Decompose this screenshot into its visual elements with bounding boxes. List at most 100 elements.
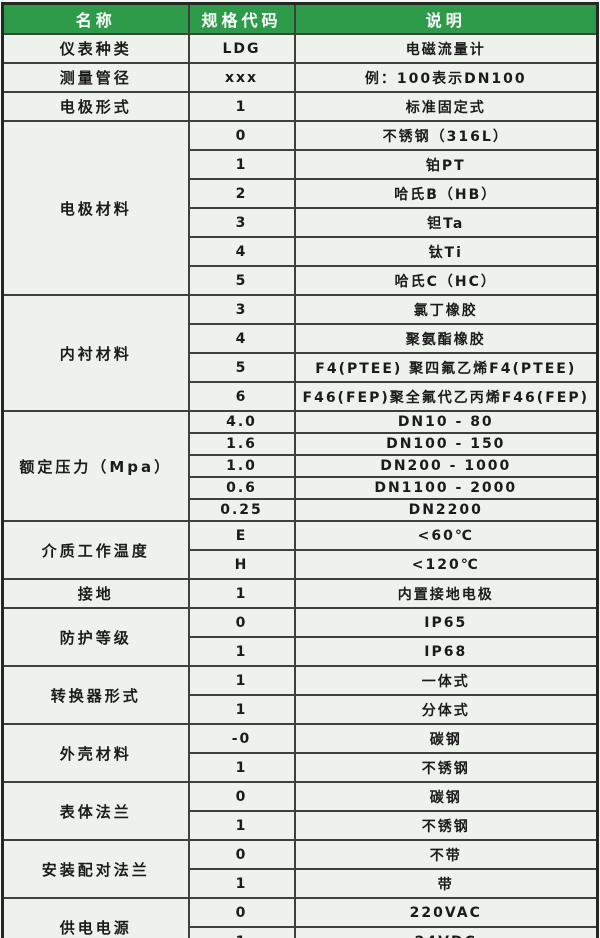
header-cell-code: 规格代码 (187, 2, 296, 35)
table-row: 内衬材料 3 氯丁橡胶 (1, 294, 599, 412)
section-name-cell: 测量管径 (1, 62, 190, 93)
code-cell: 2 (187, 178, 296, 209)
code-cell: 1 (187, 636, 296, 667)
table-row: 1 不锈钢 (3, 810, 599, 841)
code-cell: 4.0 (187, 410, 296, 434)
section-name-cell: 内衬材料 (1, 294, 190, 412)
desc-cell: F4(PTEE) 聚四氟乙烯F4(PTEE) (293, 352, 599, 383)
section-name-cell: 仪表种类 (1, 33, 190, 64)
section-name-cell: 电极形式 (1, 91, 190, 122)
desc-cell: 不锈钢 (293, 810, 599, 841)
desc-cell: 分体式 (293, 694, 599, 725)
code-cell: xxx (187, 62, 296, 93)
table-row: 测量管径 xxx 例：100表示DN100 (1, 62, 599, 93)
code-cell: 0.25 (187, 498, 296, 522)
table-row: 3 钽Ta (3, 207, 599, 238)
desc-cell: DN10 - 80 (293, 410, 599, 434)
table-row: 供电电源 0 220VAC (1, 897, 599, 938)
table-row: 介质工作温度 E <60℃ (1, 520, 599, 580)
table-row: 1.0 DN200 - 1000 (3, 454, 599, 478)
code-cell: 1 (187, 665, 296, 696)
desc-cell: 钛Ti (293, 236, 599, 267)
code-cell: 5 (187, 352, 296, 383)
section-name-cell: 安装配对法兰 (1, 839, 190, 899)
desc-cell: 不锈钢（316L） (293, 120, 599, 151)
table-row: 5 F4(PTEE) 聚四氟乙烯F4(PTEE) (3, 352, 599, 383)
desc-cell: DN100 - 150 (293, 432, 599, 456)
desc-cell: 标准固定式 (293, 91, 599, 122)
desc-cell: 电磁流量计 (293, 33, 599, 64)
section-name-cell: 额定压力（Mpa） (1, 410, 190, 522)
code-cell: 4 (187, 236, 296, 267)
desc-cell: F46(FEP)聚全氟代乙丙烯F46(FEP) (293, 381, 599, 412)
table-row: 5 哈氏C（HC） (3, 265, 599, 296)
section-name-cell: 供电电源 (1, 897, 190, 938)
table-row: 0.6 DN1100 - 2000 (3, 476, 599, 500)
desc-cell: 不带 (293, 839, 599, 870)
table-row: H <120℃ (3, 549, 599, 580)
section-name-cell: 接地 (1, 578, 190, 609)
table-row: 1.6 DN100 - 150 (3, 432, 599, 456)
table-row: 外壳材料 -0 碳钢 (1, 723, 599, 783)
code-cell: 3 (187, 294, 296, 325)
code-cell: 0.6 (187, 476, 296, 500)
table-row: 1 带 (3, 868, 599, 899)
code-cell: E (187, 520, 296, 551)
table-row: 1 IP68 (3, 636, 599, 667)
table-row: 2 哈氏B（HB） (3, 178, 599, 209)
desc-cell: 氯丁橡胶 (293, 294, 599, 325)
code-cell: 1 (187, 149, 296, 180)
table-row: 防护等级 0 IP65 (1, 607, 599, 667)
code-cell: 6 (187, 381, 296, 412)
table-row: 0.25 DN2200 (3, 498, 599, 522)
code-cell: 1 (187, 91, 296, 122)
table-row: 4 聚氨酯橡胶 (3, 323, 599, 354)
code-cell: 1 (187, 694, 296, 725)
code-cell: 1 (187, 926, 296, 938)
code-cell: 1 (187, 810, 296, 841)
section-name-cell: 外壳材料 (1, 723, 190, 783)
table-row: 电极材料 0 不锈钢（316L） (1, 120, 599, 296)
header-cell-desc: 说明 (293, 2, 599, 35)
code-cell: 1.6 (187, 432, 296, 456)
desc-cell: DN1100 - 2000 (293, 476, 599, 500)
table-row: 安装配对法兰 0 不带 (1, 839, 599, 899)
desc-cell: 碳钢 (293, 723, 599, 754)
table-row: 1 24VDC (3, 926, 599, 938)
section-name-cell: 电极材料 (1, 120, 190, 296)
header-cell-name: 名称 (1, 2, 190, 35)
desc-cell: 内置接地电极 (293, 578, 599, 609)
desc-cell: DN2200 (293, 498, 599, 522)
table-row: 仪表种类 LDG 电磁流量计 (1, 33, 599, 64)
code-cell: 0 (187, 120, 296, 151)
desc-cell: 聚氨酯橡胶 (293, 323, 599, 354)
code-cell: 5 (187, 265, 296, 296)
code-cell: 1 (187, 868, 296, 899)
table-row: 表体法兰 0 碳钢 (1, 781, 599, 841)
desc-cell: 钽Ta (293, 207, 599, 238)
desc-cell: 铂PT (293, 149, 599, 180)
desc-cell: <60℃ (293, 520, 599, 551)
table-row: 转换器形式 1 一体式 (1, 665, 599, 725)
code-cell: -0 (187, 723, 296, 754)
code-cell: 1 (187, 752, 296, 783)
section-name-cell: 介质工作温度 (1, 520, 190, 580)
section-name-cell: 防护等级 (1, 607, 190, 667)
desc-cell: 220VAC (293, 897, 599, 928)
code-cell: 0 (187, 839, 296, 870)
desc-cell: 24VDC (293, 926, 599, 938)
code-cell: 1 (187, 578, 296, 609)
desc-cell: 哈氏B（HB） (293, 178, 599, 209)
code-cell: 4 (187, 323, 296, 354)
table-row: 1 不锈钢 (3, 752, 599, 783)
table-row: 4 钛Ti (3, 236, 599, 267)
desc-cell: IP65 (293, 607, 599, 638)
table-row: 1 分体式 (3, 694, 599, 725)
table-row: 6 F46(FEP)聚全氟代乙丙烯F46(FEP) (3, 381, 599, 412)
table-row: 接地 1 内置接地电极 (1, 578, 599, 609)
desc-cell: <120℃ (293, 549, 599, 580)
code-cell: 0 (187, 897, 296, 928)
desc-cell: 一体式 (293, 665, 599, 696)
desc-cell: 不锈钢 (293, 752, 599, 783)
